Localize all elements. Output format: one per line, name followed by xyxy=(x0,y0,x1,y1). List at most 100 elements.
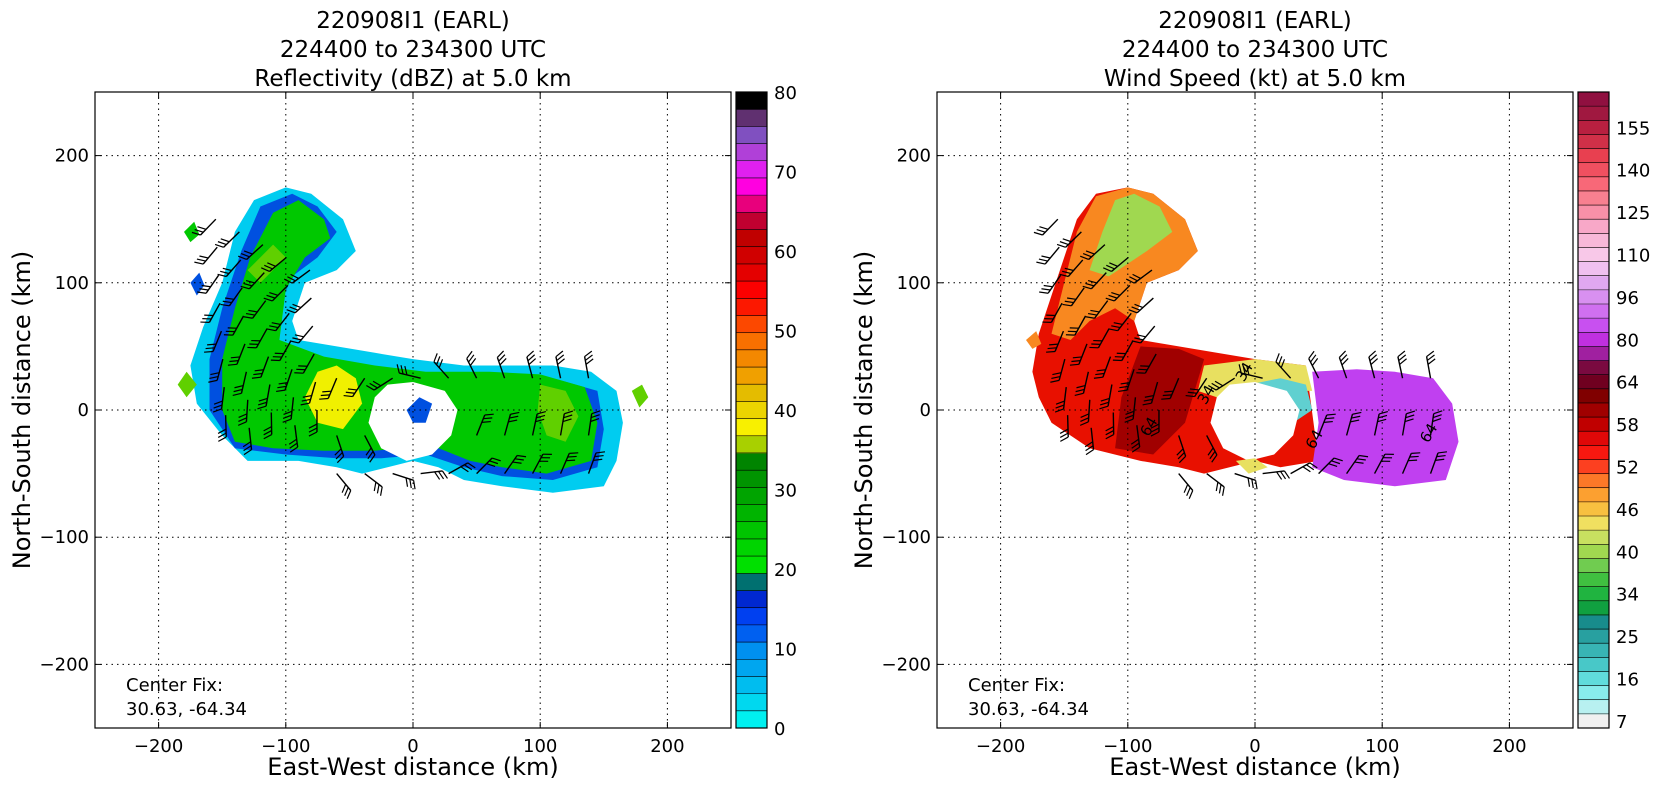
x-tick-label: −100 xyxy=(261,736,310,757)
colorbar-swatch xyxy=(736,246,767,265)
colorbar-swatch xyxy=(1578,233,1609,248)
wind-barb-feather xyxy=(320,394,330,397)
wind-barb-feather xyxy=(243,316,253,319)
colorbar-swatch xyxy=(736,229,767,248)
wind-barb-feather xyxy=(1356,458,1366,461)
x-tick-label: 100 xyxy=(523,736,557,757)
wind-barb-feather xyxy=(1309,462,1318,469)
wind-barb-feather xyxy=(220,270,230,275)
colorbar-swatch xyxy=(736,659,767,677)
colorbar-swatch xyxy=(736,401,767,420)
wind-barb-feather xyxy=(564,410,574,415)
colorbar-swatch xyxy=(736,212,767,231)
colorbar-tick-label: 140 xyxy=(1616,161,1650,182)
wind-barb-feather xyxy=(1136,334,1146,338)
colorbar-swatch xyxy=(1578,558,1609,574)
echo-lightgreen xyxy=(537,384,579,442)
wind-barb-feather xyxy=(1207,447,1214,456)
wind-barb-feather xyxy=(369,454,376,463)
colorbar-swatch xyxy=(1578,572,1609,588)
wind-barb-feather xyxy=(584,354,593,361)
echo-eye-blob xyxy=(406,397,433,423)
wind-barb-feather xyxy=(486,463,496,467)
wind-barb-feather xyxy=(484,413,494,416)
wind-barb-feather xyxy=(528,358,537,366)
y-tick-label: 0 xyxy=(78,400,89,421)
wind-barb-feather xyxy=(498,354,506,362)
echo-cell xyxy=(177,371,197,398)
wind-barb-feather xyxy=(1427,358,1436,365)
wind-barb-feather xyxy=(373,482,377,492)
wind-barb-feather xyxy=(1069,363,1079,366)
wind-barb-feather xyxy=(438,359,444,368)
wind-barb-feather xyxy=(263,430,272,436)
wind-barb-feather xyxy=(263,426,272,432)
echo-eye xyxy=(1210,382,1300,461)
colorbar-swatch xyxy=(1578,318,1609,333)
wind-barb-feather xyxy=(217,428,227,434)
wind-barb-feather xyxy=(499,357,507,366)
colorbar: 7 16 25 34 40 46 52 58 64 80 96 110 125 140 155 xyxy=(1577,91,1650,733)
wind-barb-feather xyxy=(1105,434,1114,440)
colorbar-swatch xyxy=(1578,516,1609,531)
wind-barb-feather xyxy=(400,365,404,375)
wind-barb-feather xyxy=(1238,364,1242,374)
wind-barb-feather xyxy=(567,455,577,458)
wind-barb-feather xyxy=(1129,276,1138,282)
wind-barb-feather xyxy=(1209,451,1216,460)
colorbar-swatch xyxy=(1578,544,1609,559)
wind-barb-feather xyxy=(555,350,564,358)
wind-barb-feather xyxy=(467,462,476,469)
wind-barb-feather xyxy=(1080,417,1089,422)
colorbar-swatch xyxy=(736,126,767,145)
wind-barb-feather xyxy=(1150,427,1160,433)
wind-barb-feather xyxy=(369,382,378,389)
wind-barb-feather xyxy=(345,391,355,394)
wind-barb-feather xyxy=(1178,455,1187,464)
wind-barb-feather xyxy=(584,350,593,358)
wind-barb-feather xyxy=(1398,354,1407,362)
y-tick-label: 200 xyxy=(897,146,931,167)
colorbar-swatch xyxy=(736,607,767,626)
colorbar-swatch xyxy=(736,109,767,127)
wind-barb-feather xyxy=(1283,470,1290,479)
wind-barb-feather xyxy=(464,464,473,471)
colorbar-tick-label: 30 xyxy=(774,481,797,502)
wind-barb-feather xyxy=(438,471,445,480)
wind-barb-feather xyxy=(209,375,219,380)
colorbar-frame xyxy=(1577,91,1610,729)
colorbar-swatch xyxy=(736,92,767,110)
wind-barb-feather xyxy=(372,380,382,387)
colorbar-swatch xyxy=(736,504,767,523)
wind-barb-feather xyxy=(441,470,448,479)
wind-barb-feather xyxy=(481,420,491,423)
wind-barb-feather xyxy=(319,397,329,400)
colorbar-swatch xyxy=(736,384,767,402)
wind-barb-feather xyxy=(1404,418,1414,423)
wind-barb-feather xyxy=(264,264,273,270)
wind-barb-feather xyxy=(1130,438,1139,445)
wind-barb-feather xyxy=(1062,238,1072,243)
wind-barb-feather xyxy=(509,415,519,419)
colorbar-swatch xyxy=(736,710,767,729)
colorbar-swatch xyxy=(1578,699,1609,715)
colorbar-swatch xyxy=(736,487,767,506)
colorbar-tick-label: 80 xyxy=(1616,330,1639,351)
wind-barb-feather xyxy=(201,284,211,288)
wind-barb-feather xyxy=(213,404,223,409)
wind-barb-feather xyxy=(213,400,223,405)
wind-barb-feather xyxy=(1352,411,1362,415)
colorbar-swatch xyxy=(1578,402,1609,418)
colorbar-tick-label: 40 xyxy=(774,401,797,422)
colorbar-swatch xyxy=(1578,205,1609,220)
wind-barb-feather xyxy=(1186,487,1191,496)
colorbar-tick-label: 155 xyxy=(1616,118,1650,139)
wind-barb-feather xyxy=(1103,267,1112,272)
wind-barb-feather xyxy=(1093,376,1103,379)
wind-barb-feather xyxy=(194,261,204,265)
colorbar-swatch xyxy=(736,470,767,488)
wind-barb-feather xyxy=(1131,442,1140,449)
wind-barb-feather xyxy=(1036,261,1046,265)
wind-barb-feather xyxy=(1090,309,1100,313)
